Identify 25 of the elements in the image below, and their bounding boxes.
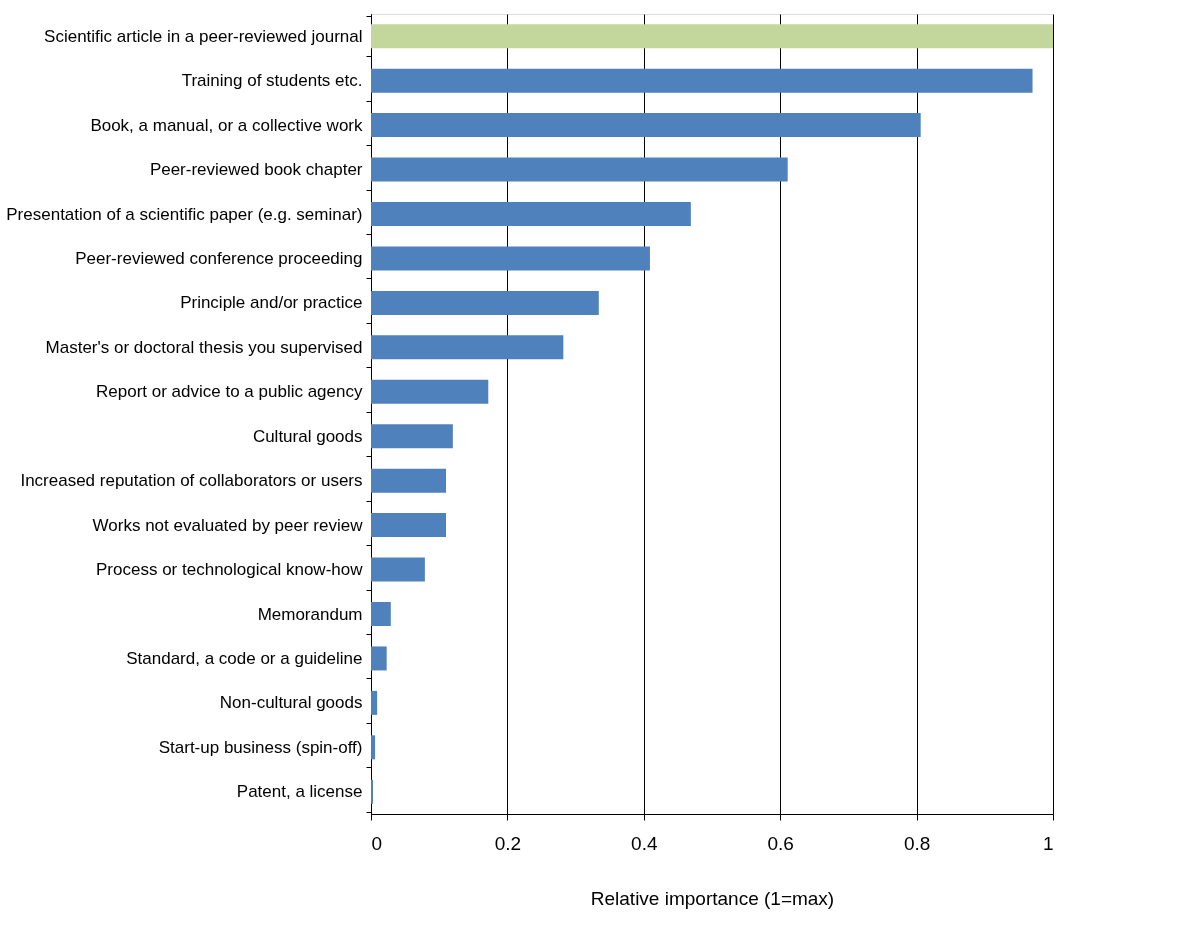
x-axis-title: Relative importance (1=max) [590, 887, 835, 909]
y-tick-label: Process or technological know-how [96, 560, 364, 580]
x-tick-label: 0 [371, 832, 383, 854]
y-tick-label: Principle and/or practice [180, 293, 363, 313]
y-tick-label: Training of students etc. [181, 71, 363, 91]
y-tick-label: Start-up business (spin-off) [158, 737, 363, 757]
y-tick-label: Cultural goods [252, 426, 363, 446]
x-tick-label: 1 [1042, 832, 1054, 854]
y-tick-label: Report or advice to a public agency [96, 382, 363, 402]
y-tick-label: Peer-reviewed book chapter [149, 160, 363, 180]
x-tick-label: 0.4 [631, 832, 658, 854]
y-tick-label: Book, a manual, or a collective work [90, 115, 363, 135]
x-tick-label: 0.2 [494, 832, 522, 854]
y-tick-label: Non-cultural goods [219, 693, 363, 713]
y-tick-label: Presentation of a scientific paper (e.g. seminar) [6, 204, 363, 224]
y-tick-label: Increased reputation of collaborators or users [20, 471, 363, 491]
y-tick-label: Standard, a code or a guideline [126, 648, 363, 668]
x-tick-label: 0.8 [903, 832, 931, 854]
y-tick-label: Scientific article in a peer-reviewed journal [44, 26, 363, 46]
y-tick-label: Memorandum [257, 604, 363, 624]
y-tick-label: Peer-reviewed conference proceeding [75, 248, 363, 268]
y-tick-label: Master's or doctoral thesis you supervised [45, 337, 363, 357]
y-tick-label: Works not evaluated by peer review [92, 515, 364, 535]
y-tick-label: Patent, a license [236, 782, 363, 802]
x-tick-label: 0.6 [767, 832, 794, 854]
